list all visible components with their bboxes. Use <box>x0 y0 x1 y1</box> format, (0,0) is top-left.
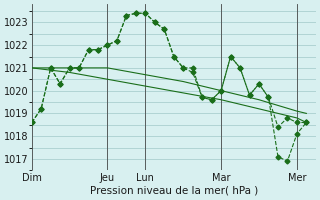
X-axis label: Pression niveau de la mer( hPa ): Pression niveau de la mer( hPa ) <box>90 186 258 196</box>
